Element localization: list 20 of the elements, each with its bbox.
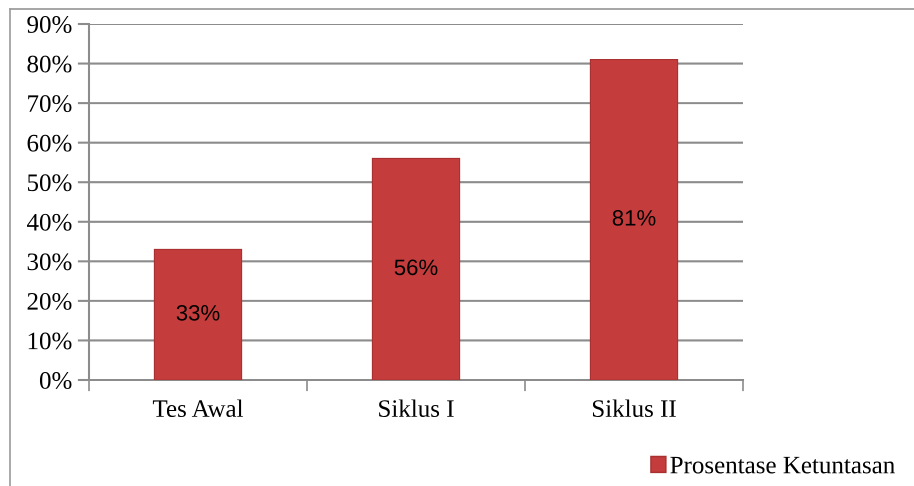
legend-label: Prosentase Ketuntasan [670, 456, 895, 474]
y-tick-label: 80% [27, 56, 72, 73]
x-tick-label: Tes Awal [152, 399, 244, 418]
data-label: 56% [394, 259, 438, 276]
y-tick-label: 30% [28, 253, 72, 270]
y-tick-label: 0% [40, 372, 72, 389]
bar [590, 59, 678, 380]
data-label: 81% [612, 210, 656, 226]
x-tick-label: Siklus II [592, 399, 676, 418]
y-tick-label: 50% [28, 174, 72, 192]
y-tick-label: 60% [28, 134, 72, 152]
bar [154, 248, 242, 380]
y-tick-label: 90% [27, 16, 72, 33]
bar [372, 158, 460, 380]
y-tick-label: 10% [28, 332, 72, 350]
x-tick-label: Siklus I [379, 399, 454, 418]
y-tick-label: 40% [26, 214, 72, 231]
y-tick-label: 70% [28, 95, 72, 112]
y-tick-label: 20% [28, 292, 72, 310]
data-label: 33% [176, 304, 220, 321]
